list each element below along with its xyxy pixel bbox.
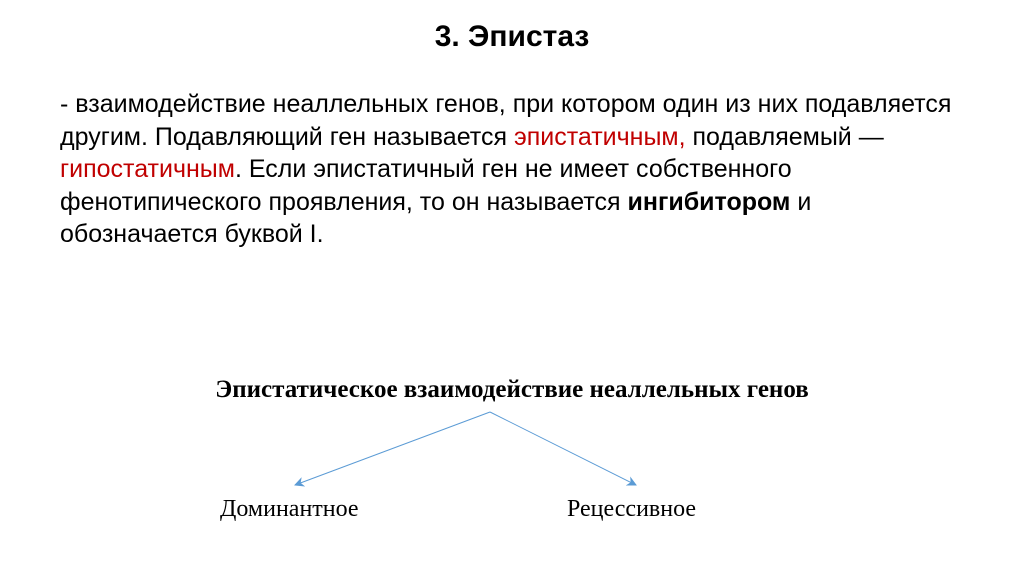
term-epistatic: эпистатичным, bbox=[514, 123, 686, 151]
slide: 3. Эпистаз - взаимодействие неаллельных … bbox=[0, 0, 1024, 576]
slide-title: 3. Эпистаз bbox=[0, 20, 1024, 54]
def-seg-2: подавляемый — bbox=[686, 123, 884, 151]
definition-paragraph: - взаимодействие неаллельных генов, при … bbox=[60, 88, 965, 251]
leaf-recessive: Рецессивное bbox=[567, 496, 696, 523]
leaf-dominant: Доминантное bbox=[220, 496, 359, 523]
branch-arrows bbox=[0, 0, 1024, 576]
diagram-heading: Эпистатическое взаимодействие неаллельны… bbox=[0, 376, 1024, 404]
term-hypostatic: гипостатичным bbox=[60, 155, 235, 183]
arrow-left bbox=[295, 412, 490, 485]
term-inhibitor: ингибитором bbox=[627, 188, 790, 216]
arrow-right bbox=[490, 412, 636, 485]
